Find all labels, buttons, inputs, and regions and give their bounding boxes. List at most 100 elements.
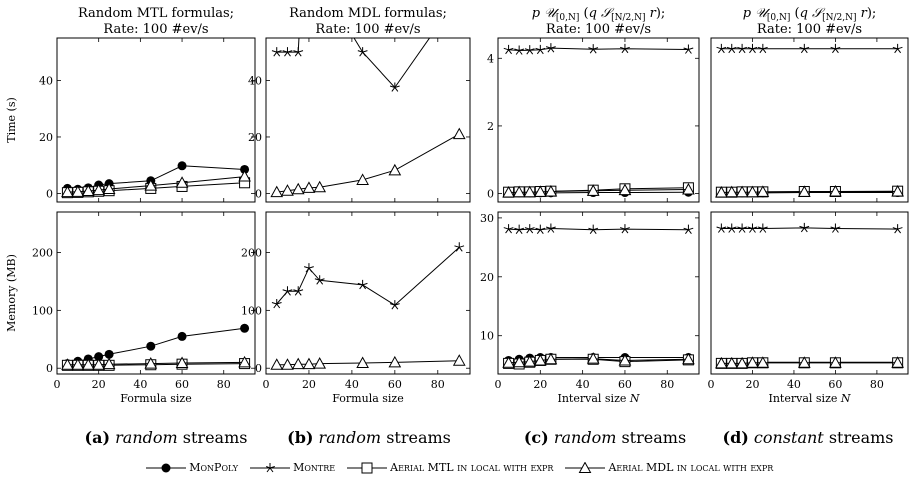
montre-point <box>830 223 841 233</box>
montre-point <box>271 47 282 57</box>
aerial-mdl-point <box>756 185 770 197</box>
montre-point <box>524 224 535 234</box>
x-tick-label: 20 <box>745 378 759 391</box>
montre-point <box>282 286 293 296</box>
x-tick-label: 60 <box>618 378 632 391</box>
y-axis-label: Time (s) <box>5 97 18 143</box>
legend-item-monpoly: MonPoly <box>145 461 238 474</box>
y-tick-label: 30 <box>480 212 494 225</box>
aerial-mdl-point <box>618 353 632 366</box>
aerial-mdl-point <box>523 185 537 198</box>
aerial-mdl-point <box>313 180 327 193</box>
aerial-mdl-point <box>270 358 284 370</box>
montre-point <box>757 43 768 54</box>
aerial-mdl-point <box>797 185 811 197</box>
y-tick-label: 4 <box>487 52 494 65</box>
aerial-mdl-point <box>238 355 251 368</box>
y-tick-label: 20 <box>39 131 53 144</box>
aerial-mdl-point <box>544 184 558 197</box>
aerial-mdl-point <box>682 182 695 195</box>
aerial-mdl-point <box>302 181 316 193</box>
aerial-mdl-point <box>746 185 759 198</box>
aerial-mdl-point <box>92 183 106 196</box>
series-group <box>715 43 904 198</box>
aerial-mdl-point <box>102 182 116 194</box>
aerial-mdl-point <box>281 358 294 370</box>
montre-point <box>683 224 694 234</box>
aerial-mdl-point <box>891 356 904 368</box>
aerial-mdl-point <box>356 173 369 185</box>
montre-point <box>737 43 748 54</box>
montre-point <box>293 47 304 57</box>
x-tick-label: 40 <box>345 378 359 391</box>
x-tick-label: 80 <box>660 378 674 391</box>
panel-title: Random MDL formulas; <box>289 6 447 21</box>
aerial-mdl-point <box>735 185 749 198</box>
panel-a-time: 0 20 40 Time (s) <box>5 37 256 203</box>
aerial-mdl-point <box>144 179 158 191</box>
y-tick-label: 0 <box>255 188 262 201</box>
y-tick-label: 10 <box>480 330 494 343</box>
panel-title: p 𝒰[0,N] (q 𝒮[N/2,N] r); <box>532 6 666 23</box>
aerial-mdl-point <box>61 358 74 370</box>
y-tick-label: 40 <box>39 74 53 87</box>
montre-point <box>389 82 400 92</box>
aerial-mdl-point <box>715 356 728 369</box>
caption-b: (b) random streams <box>287 428 451 447</box>
x-tick-label: 20 <box>92 378 106 391</box>
aerial-mdl-line <box>276 360 460 366</box>
panel-d-time <box>710 37 909 203</box>
montre-point <box>524 45 535 55</box>
montre-point <box>588 224 599 234</box>
montre-point <box>503 224 514 234</box>
aerial-mdl-point <box>175 356 189 369</box>
y-tick-label: 200 <box>32 247 53 260</box>
aerial-mdl-point <box>544 352 558 365</box>
x-tick-label: 0 <box>54 378 61 391</box>
aerial-mdl-point <box>356 356 369 369</box>
aerial-mdl-point <box>144 357 158 369</box>
monpoly-point <box>177 331 187 341</box>
aerial-mdl-point <box>725 356 739 369</box>
y-axis-label: Memory (MB) <box>5 254 18 332</box>
x-tick-label: 20 <box>302 378 316 391</box>
x-tick-label: 60 <box>175 378 189 391</box>
montre-point <box>726 43 737 54</box>
aerial-mdl-point <box>715 185 728 198</box>
x-tick-label: 0 <box>495 378 502 391</box>
aerial-mdl-point <box>725 185 739 198</box>
x-tick-label: 40 <box>576 378 590 391</box>
legend-item-aerial-mdl: Aerial MDL in local with expr <box>564 461 773 474</box>
legend: MonPoly Montre Aerial MTL in local with … <box>0 461 919 474</box>
aerial-mdl-point <box>238 170 251 182</box>
aerial-mdl-point <box>746 356 759 368</box>
aerial-mdl-point <box>829 184 842 197</box>
x-tick-label: 60 <box>388 378 402 391</box>
x-axis-label: Formula size <box>120 392 191 405</box>
aerial-mdl-point <box>891 184 904 197</box>
panel-title: Rate: 100 #ev/s <box>546 22 651 37</box>
x-tick-label: 40 <box>787 378 801 391</box>
aerial-mdl-point <box>797 356 811 368</box>
monpoly-point <box>177 161 187 171</box>
montre-point <box>389 300 400 310</box>
montre-line <box>276 38 431 89</box>
monpoly-line <box>67 327 245 365</box>
series-group <box>270 38 466 198</box>
aerial-mdl-point <box>313 357 327 369</box>
montre-point <box>726 223 737 233</box>
panel-title: Random MTL formulas; <box>78 6 234 21</box>
monpoly-point <box>104 349 114 359</box>
aerial-mdl-point <box>682 352 695 365</box>
legend-star-icon <box>249 463 290 473</box>
monpoly-point <box>94 352 104 362</box>
aerial-mdl-point <box>829 356 842 368</box>
montre-point <box>357 47 368 57</box>
plot-frame <box>710 211 909 375</box>
montre-point <box>357 279 368 290</box>
caption-c: (c) random streams <box>523 428 687 447</box>
montre-point <box>747 43 758 54</box>
legend-item-aerial-mtl: Aerial MTL in local with expr <box>346 461 553 474</box>
aerial-mdl-point <box>270 185 284 198</box>
x-tick-label: 80 <box>431 378 445 391</box>
